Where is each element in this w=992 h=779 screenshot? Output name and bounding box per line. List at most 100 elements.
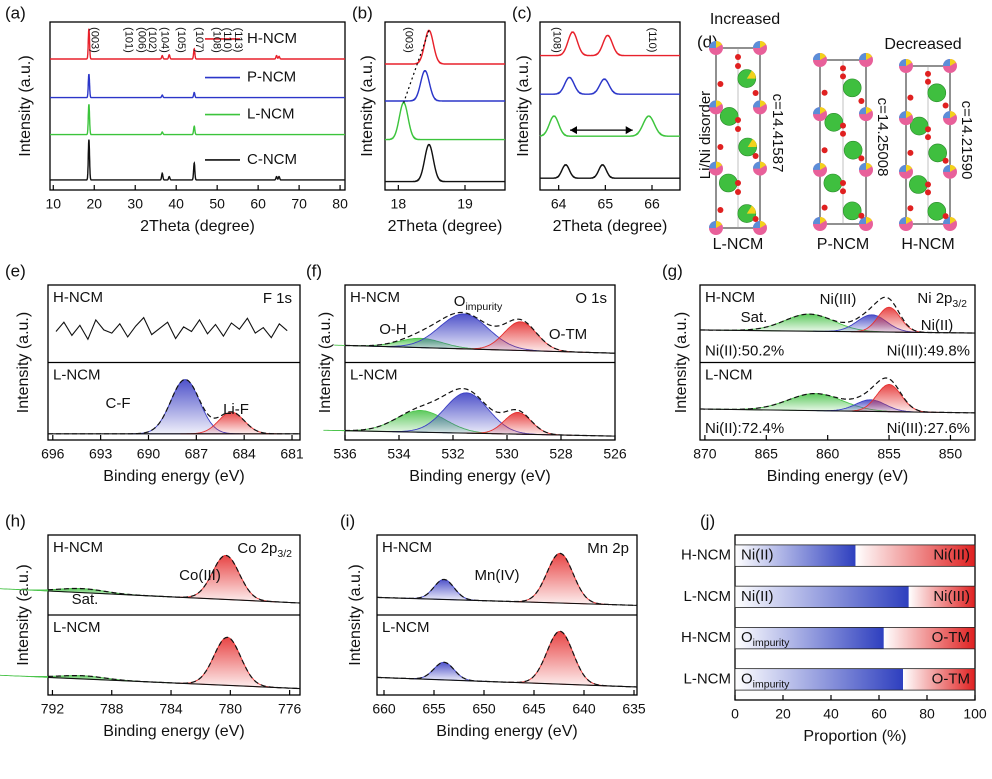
x-tick-label: 20 — [775, 706, 791, 722]
o-atom — [942, 213, 949, 220]
component-label-main: Co(III) — [179, 567, 221, 584]
tm-atom-part — [906, 59, 912, 66]
panel-label: (f) — [306, 261, 322, 280]
trend-label: Decreased — [884, 36, 961, 53]
fit-component — [403, 579, 484, 602]
x-tick-label: 788 — [100, 701, 124, 717]
peak-label: (113) — [232, 28, 244, 53]
component-label: Ni(III) — [820, 291, 857, 308]
peak-label: (101) — [122, 27, 134, 53]
o-atom — [925, 181, 931, 188]
x-tick-label: 0 — [731, 706, 739, 722]
x-axis-label: 2Theta (degree) — [388, 218, 503, 235]
o-atom — [735, 189, 741, 195]
x-axis-label: Binding energy (eV) — [436, 723, 577, 740]
spectrum-line — [385, 29, 505, 65]
segment-label: O-TM — [932, 629, 970, 646]
y-axis-label: Intensity (a.u.) — [359, 55, 376, 156]
bar-segment — [908, 586, 975, 608]
fit-envelope — [699, 296, 975, 334]
plot-frame — [49, 21, 346, 191]
peak-label: (003) — [402, 27, 414, 53]
x-tick-label: 80 — [919, 706, 935, 722]
segment-label-sub: impurity — [753, 637, 791, 649]
x-tick-label: 60 — [250, 196, 266, 212]
x-tick-label: 681 — [280, 446, 304, 462]
segment-label: Oimpurity — [741, 670, 790, 690]
sample-label: H-NCM — [53, 539, 103, 556]
tm-atom-part — [820, 53, 826, 60]
x-tick-label: 776 — [278, 701, 302, 717]
tm-atom-part — [859, 217, 866, 224]
tm-atom-part — [866, 53, 872, 60]
y-axis-label: Intensity (a.u.) — [17, 55, 34, 156]
ni-atom — [719, 173, 738, 193]
ni-atom — [909, 175, 928, 194]
x-tick-label: 645 — [522, 701, 546, 717]
o-atom — [840, 188, 846, 195]
o-atom — [840, 122, 846, 129]
lattice-label: c=14.25008 — [874, 98, 891, 177]
ni-atom — [842, 201, 862, 221]
component-label-main: O-H — [379, 321, 407, 338]
y-axis-label: Intensity (a.u.) — [15, 564, 32, 665]
o-atom — [925, 134, 931, 141]
component-label-sub: impurity — [465, 301, 503, 313]
tm-atom-part — [760, 161, 766, 169]
background-line — [47, 676, 301, 690]
o-atom — [821, 89, 828, 96]
sample-label: H-NCM — [53, 289, 103, 306]
component-label-main: O-TM — [549, 326, 587, 343]
tm-atom-part — [709, 100, 716, 108]
peak-label: (110) — [221, 28, 233, 53]
core-level-label: Ni 2p3/2 — [917, 290, 967, 310]
y-tick-label: H-NCM — [681, 629, 731, 646]
component-label-main: O — [454, 293, 466, 310]
tm-atom-part — [950, 111, 956, 119]
tm-atom-part — [709, 41, 716, 48]
spectrum-line — [50, 139, 345, 181]
fraction-note: Ni(II):50.2% — [705, 342, 784, 359]
x-axis-label: Proportion (%) — [803, 728, 906, 745]
fit-envelope — [377, 552, 637, 606]
spectrum-line — [540, 76, 680, 95]
legend-label: H-NCM — [247, 30, 297, 47]
y-axis-label: Intensity (a.u.) — [515, 55, 532, 156]
component-label: Mn(IV) — [475, 567, 520, 584]
sample-label: H-NCM — [382, 539, 432, 556]
component-label: O-TM — [549, 326, 587, 343]
tm-atom-part — [866, 217, 872, 224]
side-label: Li/Ni disorder — [697, 91, 714, 179]
sample-label: L-NCM — [705, 366, 753, 383]
tm-atom-part — [899, 59, 906, 66]
tm-atom-part — [716, 221, 722, 228]
arrow-head — [570, 126, 577, 135]
background-line — [376, 676, 638, 688]
spectrum-line — [540, 31, 680, 57]
legend-label: C-NCM — [247, 151, 297, 168]
ni-atom — [927, 83, 947, 103]
ni-atom — [842, 78, 862, 98]
bar-segment — [855, 544, 975, 567]
o-atom — [925, 189, 931, 196]
sample-label: H-NCM — [350, 289, 400, 306]
core-level-label-main: F 1s — [263, 290, 292, 307]
background-line — [47, 590, 301, 604]
o-atom — [925, 78, 931, 85]
arrow-head — [625, 126, 633, 135]
core-level-label-main: O 1s — [575, 290, 607, 307]
o-atom — [858, 98, 865, 104]
o-atom — [717, 207, 724, 213]
segment-label-main: Ni(II) — [741, 547, 774, 564]
x-axis-label: Binding energy (eV) — [409, 468, 550, 485]
y-axis-label: Intensity (a.u.) — [15, 312, 32, 413]
fit-envelope — [345, 311, 615, 354]
o-atom — [907, 205, 914, 212]
component-label: Li-F — [223, 401, 249, 418]
x-tick-label: 526 — [603, 446, 627, 462]
ni-atom — [824, 113, 844, 132]
segment-label: Ni(III) — [933, 588, 970, 605]
tm-atom-part — [943, 59, 950, 66]
tm-atom-part — [950, 217, 956, 224]
o-atom — [735, 180, 741, 186]
